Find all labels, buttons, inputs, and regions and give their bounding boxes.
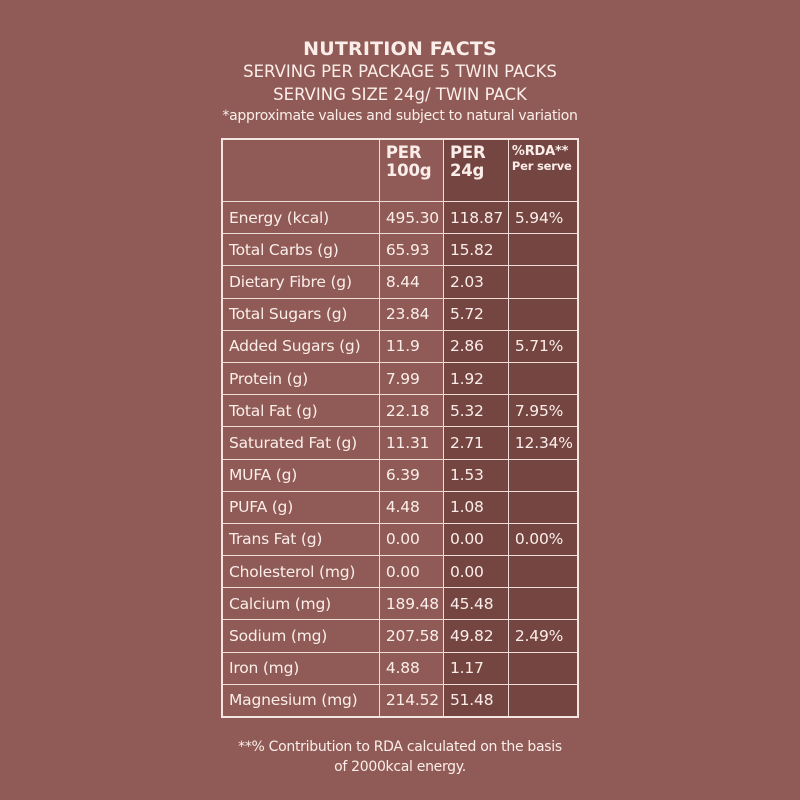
table-row: Protein (g) 7.99 1.92	[221, 361, 579, 396]
value-per-24g: 1.53	[442, 458, 509, 492]
value-per-24g: 51.48	[442, 683, 509, 718]
value-rda: 5.71%	[507, 329, 579, 363]
value-per-100g: 214.52	[378, 683, 444, 718]
nutrient-name: Calcium (mg)	[221, 587, 380, 621]
footnote-line-2: of 2000kcal energy.	[334, 759, 466, 775]
nutrient-name: Total Fat (g)	[221, 394, 380, 428]
table-row: Magnesium (mg) 214.52 51.48	[221, 683, 579, 718]
value-per-100g: 0.00	[378, 555, 444, 589]
value-rda	[507, 233, 579, 267]
nutrient-name: Cholesterol (mg)	[221, 555, 380, 589]
nutrient-name: Dietary Fibre (g)	[221, 265, 380, 299]
value-rda	[507, 683, 579, 718]
value-rda: 5.94%	[507, 200, 579, 235]
value-per-24g: 15.82	[442, 233, 509, 267]
nutrient-name: Sodium (mg)	[221, 619, 380, 653]
value-per-24g: 5.32	[442, 394, 509, 428]
nutrient-name: Magnesium (mg)	[221, 683, 380, 718]
value-per-24g: 2.86	[442, 329, 509, 363]
nutrient-name: MUFA (g)	[221, 458, 380, 492]
value-per-100g: 4.88	[378, 651, 444, 685]
value-rda: 2.49%	[507, 619, 579, 653]
value-per-100g: 6.39	[378, 458, 444, 492]
value-per-24g: 1.92	[442, 361, 509, 396]
value-per-24g: 1.08	[442, 490, 509, 524]
header-nutrient	[221, 138, 380, 202]
value-per-100g: 7.99	[378, 361, 444, 396]
value-per-100g: 8.44	[378, 265, 444, 299]
nutrition-table: PER 100g PER 24g %RDA** Per serve Energy…	[221, 138, 579, 718]
nutrient-name: Energy (kcal)	[221, 200, 380, 235]
value-per-100g: 189.48	[378, 587, 444, 621]
value-rda	[507, 361, 579, 396]
nutrient-name: Iron (mg)	[221, 651, 380, 685]
page-title: NUTRITION FACTS	[303, 38, 497, 60]
value-rda	[507, 555, 579, 589]
table-row: Total Fat (g) 22.18 5.32 7.95%	[221, 394, 579, 428]
table-row: Saturated Fat (g) 11.31 2.71 12.34%	[221, 426, 579, 460]
serving-per-package: SERVING PER PACKAGE 5 TWIN PACKS	[243, 62, 557, 81]
table-row: MUFA (g) 6.39 1.53	[221, 458, 579, 492]
table-row: Added Sugars (g) 11.9 2.86 5.71%	[221, 329, 579, 363]
nutrient-name: Total Carbs (g)	[221, 233, 380, 267]
value-rda	[507, 458, 579, 492]
value-per-24g: 49.82	[442, 619, 509, 653]
table-row: Dietary Fibre (g) 8.44 2.03	[221, 265, 579, 299]
value-rda	[507, 490, 579, 524]
rda-footnote: **% Contribution to RDA calculated on th…	[0, 737, 800, 777]
value-per-100g: 11.31	[378, 426, 444, 460]
approximation-note: *approximate values and subject to natur…	[222, 108, 578, 124]
value-per-100g: 0.00	[378, 522, 444, 557]
value-per-100g: 22.18	[378, 394, 444, 428]
table-row: Energy (kcal) 495.30 118.87 5.94%	[221, 200, 579, 235]
value-per-100g: 23.84	[378, 297, 444, 331]
table-row: Iron (mg) 4.88 1.17	[221, 651, 579, 685]
nutrient-name: Added Sugars (g)	[221, 329, 380, 363]
header-per-24g: PER 24g	[442, 138, 509, 202]
table-row: Trans Fat (g) 0.00 0.00 0.00%	[221, 522, 579, 557]
value-per-24g: 0.00	[442, 522, 509, 557]
table-row: Calcium (mg) 189.48 45.48	[221, 587, 579, 621]
value-per-100g: 4.48	[378, 490, 444, 524]
value-per-100g: 495.30	[378, 200, 444, 235]
value-rda	[507, 587, 579, 621]
value-per-24g: 1.17	[442, 651, 509, 685]
value-per-24g: 45.48	[442, 587, 509, 621]
nutrient-name: Trans Fat (g)	[221, 522, 380, 557]
value-rda	[507, 297, 579, 331]
nutrition-header: NUTRITION FACTS SERVING PER PACKAGE 5 TW…	[0, 38, 800, 127]
serving-size: SERVING SIZE 24g/ TWIN PACK	[273, 85, 527, 104]
table-row: Total Sugars (g) 23.84 5.72	[221, 297, 579, 331]
nutrient-name: Saturated Fat (g)	[221, 426, 380, 460]
value-per-100g: 207.58	[378, 619, 444, 653]
value-rda: 7.95%	[507, 394, 579, 428]
table-row: Total Carbs (g) 65.93 15.82	[221, 233, 579, 267]
value-per-100g: 65.93	[378, 233, 444, 267]
value-per-24g: 0.00	[442, 555, 509, 589]
table-header-row: PER 100g PER 24g %RDA** Per serve	[221, 138, 579, 202]
value-rda	[507, 651, 579, 685]
value-rda: 0.00%	[507, 522, 579, 557]
nutrient-name: PUFA (g)	[221, 490, 380, 524]
value-per-24g: 2.03	[442, 265, 509, 299]
footnote-line-1: **% Contribution to RDA calculated on th…	[238, 739, 562, 755]
value-per-24g: 2.71	[442, 426, 509, 460]
nutrient-name: Total Sugars (g)	[221, 297, 380, 331]
value-rda: 12.34%	[507, 426, 579, 460]
value-per-24g: 118.87	[442, 200, 509, 235]
header-per-100g: PER 100g	[378, 138, 444, 202]
header-rda: %RDA** Per serve	[507, 138, 579, 202]
table-row: Cholesterol (mg) 0.00 0.00	[221, 555, 579, 589]
value-per-24g: 5.72	[442, 297, 509, 331]
table-row: PUFA (g) 4.48 1.08	[221, 490, 579, 524]
value-rda	[507, 265, 579, 299]
table-row: Sodium (mg) 207.58 49.82 2.49%	[221, 619, 579, 653]
value-per-100g: 11.9	[378, 329, 444, 363]
nutrient-name: Protein (g)	[221, 361, 380, 396]
